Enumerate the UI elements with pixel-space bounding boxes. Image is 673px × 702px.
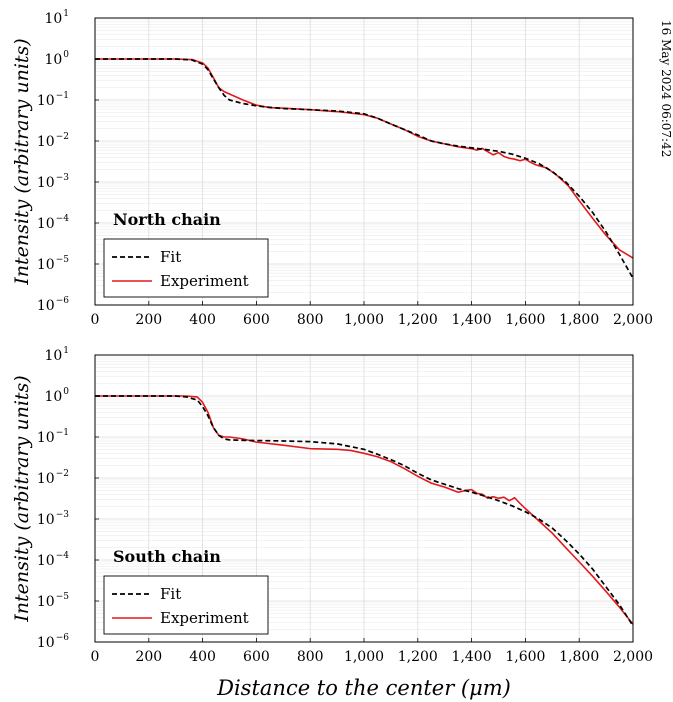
- y-tick-label: 10−5: [37, 592, 69, 610]
- legend-box: [103, 238, 269, 298]
- x-tick-label: 600: [243, 649, 270, 665]
- y-tick-label: 10−2: [37, 132, 69, 150]
- y-tick-label: 10−6: [37, 633, 69, 651]
- x-tick-label: 1,600: [505, 312, 545, 328]
- x-tick-label: 600: [243, 312, 270, 328]
- y-tick-label: 10−3: [37, 510, 69, 528]
- y-tick-exponent: −1: [56, 91, 69, 101]
- y-tick-exponent: 1: [63, 346, 69, 356]
- x-tick-label: 800: [297, 649, 324, 665]
- y-tick-exponent: −2: [56, 469, 69, 479]
- y-tick-label: 10−6: [37, 296, 69, 314]
- x-tick-label: 800: [297, 312, 324, 328]
- x-tick-label: 2,000: [613, 649, 653, 665]
- x-tick-label: 1,400: [452, 312, 492, 328]
- y-tick-exponent: −4: [56, 214, 70, 224]
- y-tick-exponent: −6: [56, 633, 70, 643]
- fit-series-line: [95, 395, 634, 627]
- y-axis-label: Intensity (arbitrary units): [11, 38, 33, 285]
- x-tick-label: 1,800: [559, 312, 599, 328]
- x-tick-label: 0: [91, 649, 100, 665]
- x-tick-label: 2,000: [613, 312, 653, 328]
- y-tick-exponent: 0: [63, 50, 69, 60]
- y-tick-label: 10−3: [37, 173, 69, 191]
- y-tick-exponent: −5: [56, 592, 70, 602]
- panel-title: South chain: [113, 547, 221, 566]
- y-tick-label: 10−2: [37, 469, 69, 487]
- plot-frame: [94, 354, 634, 643]
- y-tick-label: 10−4: [37, 551, 69, 569]
- y-tick-exponent: −3: [56, 173, 70, 183]
- panel-title: North chain: [113, 210, 221, 229]
- y-tick-label: 100: [44, 387, 69, 405]
- x-tick-label: 400: [189, 649, 216, 665]
- y-tick-exponent: −2: [56, 132, 69, 142]
- x-axis-label: Distance to the center (μm): [216, 676, 511, 700]
- y-tick-exponent: −3: [56, 510, 70, 520]
- y-tick-label: 101: [44, 346, 69, 364]
- y-tick-exponent: −1: [56, 428, 69, 438]
- x-tick-label: 0: [91, 312, 100, 328]
- x-tick-label: 1,200: [398, 649, 438, 665]
- plot-frame: [94, 17, 634, 306]
- y-tick-label: 101: [44, 9, 69, 27]
- x-tick-label: 400: [189, 312, 216, 328]
- y-axis-label: Intensity (arbitrary units): [11, 375, 33, 622]
- y-tick-exponent: −6: [56, 296, 70, 306]
- legend-fit-label: Fit: [160, 585, 181, 603]
- x-tick-label: 1,800: [559, 649, 599, 665]
- x-tick-label: 1,400: [452, 649, 492, 665]
- x-tick-label: 1,200: [398, 312, 438, 328]
- y-tick-exponent: −4: [56, 551, 70, 561]
- x-tick-label: 200: [135, 649, 162, 665]
- y-tick-label: 10−5: [37, 255, 69, 273]
- side-timestamp: 16 May 2024 06:07:42: [659, 20, 673, 157]
- legend-experiment-label: Experiment: [160, 272, 249, 290]
- legend-box: [103, 575, 269, 635]
- x-tick-label: 1,000: [344, 312, 384, 328]
- legend-fit-label: Fit: [160, 248, 181, 266]
- y-tick-label: 10−4: [37, 214, 69, 232]
- y-tick-exponent: 0: [63, 387, 69, 397]
- x-tick-label: 200: [135, 312, 162, 328]
- y-tick-exponent: −5: [56, 255, 70, 265]
- y-tick-label: 100: [44, 50, 69, 68]
- x-tick-label: 1,600: [505, 649, 545, 665]
- y-tick-label: 10−1: [37, 428, 69, 446]
- y-tick-label: 10−1: [37, 91, 69, 109]
- y-tick-exponent: 1: [63, 9, 69, 19]
- x-tick-label: 1,000: [344, 649, 384, 665]
- legend-experiment-label: Experiment: [160, 609, 249, 627]
- fit-series-line: [95, 58, 634, 279]
